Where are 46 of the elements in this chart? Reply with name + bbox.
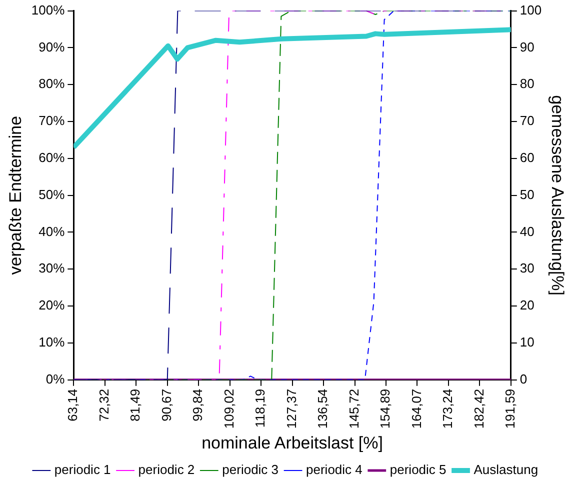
x-tick-label: 90,67 <box>158 388 174 422</box>
y-tick-label: 30% <box>38 260 66 276</box>
y-tick-label: 60% <box>38 150 66 165</box>
y-tick-label: 0% <box>46 371 66 386</box>
y-tick-label: 50% <box>38 186 66 202</box>
y2-tick-label: 20 <box>520 298 534 313</box>
y2-tick-label: 90 <box>520 39 534 54</box>
y-tick-label: 70% <box>38 113 66 128</box>
y-tick-label: 100% <box>31 2 66 18</box>
y2-tick-label: 80 <box>520 76 534 92</box>
y-axis-title: verpaßte Endtermine <box>6 116 25 275</box>
y2-tick-label: 0 <box>520 371 528 386</box>
legend-label: periodic 2 <box>138 462 195 478</box>
x-tick-label: 173,24 <box>440 388 456 429</box>
y2-tick-label: 50 <box>520 186 534 202</box>
y2-axis-title: gemessene Auslastung[%] <box>548 95 568 296</box>
x-tick-label: 136,54 <box>315 388 330 429</box>
legend-label: periodic 5 <box>390 462 446 478</box>
y-tick-label: 80% <box>38 76 66 92</box>
y-tick-label: 20% <box>38 298 66 313</box>
x-tick-label: 72,32 <box>96 388 112 422</box>
y2-tick-label: 10 <box>520 334 534 350</box>
legend-label: Auslastung <box>474 462 538 478</box>
y2-tick-label: 70 <box>520 113 534 128</box>
y-tick-label: 10% <box>38 334 66 350</box>
x-tick-label: 191,59 <box>502 388 518 429</box>
legend-label: periodic 1 <box>54 462 111 478</box>
y2-tick-label: 40 <box>520 224 534 239</box>
x-tick-label: 164,07 <box>408 388 424 429</box>
x-tick-label: 63,14 <box>65 388 80 422</box>
y-tick-label: 90% <box>38 39 66 54</box>
x-tick-label: 118,19 <box>252 388 268 428</box>
y-tick-label: 40% <box>38 224 66 239</box>
x-tick-label: 127,37 <box>284 388 299 429</box>
x-tick-label: 81,49 <box>128 388 143 422</box>
x-tick-label: 182,42 <box>471 388 486 429</box>
x-axis-title: nominale Arbeitslast [%] <box>202 433 383 452</box>
y2-tick-label: 100 <box>520 2 542 18</box>
y2-tick-label: 60 <box>520 150 534 165</box>
y2-tick-label: 30 <box>520 260 534 276</box>
legend-label: periodic 3 <box>222 462 279 478</box>
x-tick-label: 145,72 <box>346 388 362 429</box>
legend-label: periodic 4 <box>306 462 362 478</box>
x-tick-label: 99,84 <box>190 388 206 422</box>
x-tick-label: 154,89 <box>378 388 393 429</box>
x-tick-label: 109,02 <box>221 388 236 429</box>
